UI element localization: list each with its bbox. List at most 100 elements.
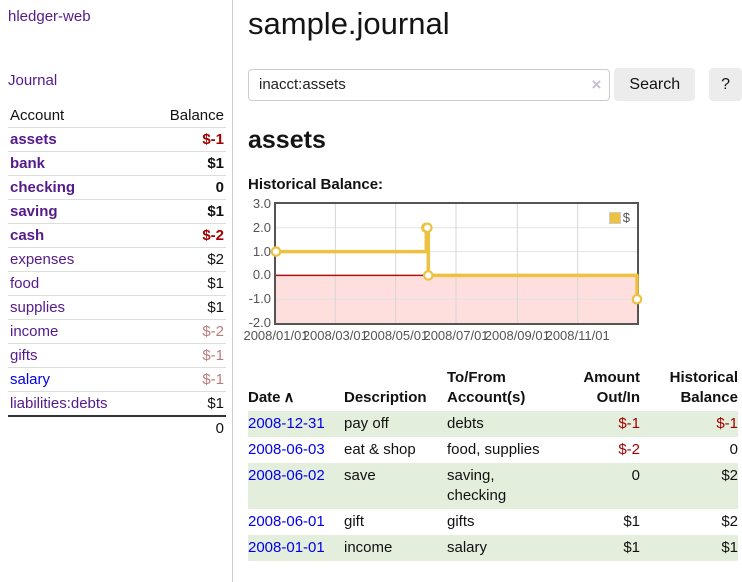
account-column-header: Account — [10, 107, 65, 124]
transaction-description: pay off — [344, 415, 389, 432]
x-axis-tick: 2008/09/01 — [484, 328, 550, 343]
account-link-gifts[interactable]: gifts — [10, 347, 38, 364]
account-link-food[interactable]: food — [10, 275, 40, 292]
account-link-cash[interactable]: cash — [10, 227, 45, 244]
balance-column-header: Balance — [169, 107, 224, 124]
account-row: saving $1 — [8, 199, 226, 224]
register-table: Date ∧ Description To/From Account(s) Amo… — [248, 366, 738, 561]
transaction-amount: $-1 — [618, 415, 640, 432]
x-axis-tick: 2008/03/01 — [302, 328, 368, 343]
account-row: salary $-1 — [8, 367, 226, 392]
transaction-date-link[interactable]: 2008-06-02 — [248, 467, 325, 484]
account-row: expenses $2 — [8, 247, 226, 272]
transaction-description: income — [344, 539, 393, 556]
account-heading: assets — [248, 126, 326, 154]
transaction-row: 2008-12-31 pay off debts $-1 $-1 — [248, 411, 738, 437]
account-link-supplies[interactable]: supplies — [10, 299, 66, 316]
chart-legend: $ — [606, 209, 632, 226]
y-axis-tick: 3.0 — [252, 196, 271, 211]
y-axis-tick: 1.0 — [252, 243, 271, 259]
amount-column-header: Amount Out/In — [583, 369, 640, 406]
clear-search-icon[interactable]: × — [591, 74, 602, 94]
transaction-accounts: salary — [447, 539, 488, 556]
accounts-table: Account Balance assets $-1 bank $1 check… — [8, 104, 226, 440]
account-balance: 0 — [146, 175, 226, 200]
search-form: × Search ? — [248, 68, 742, 101]
historical-balance-chart: 3.0 2.0 1.0 0.0 -1.0 -2.0 $ 2008/01/01 2… — [243, 197, 742, 348]
legend-label: $ — [622, 210, 630, 225]
account-balance: $1 — [146, 271, 226, 296]
search-input[interactable] — [248, 68, 611, 101]
chart-heading: Historical Balance: — [248, 176, 384, 193]
account-balance: $2 — [146, 247, 226, 272]
search-button[interactable]: Search — [614, 68, 696, 101]
account-balance: $-1 — [146, 367, 226, 392]
account-link-expenses[interactable]: expenses — [10, 251, 75, 268]
x-axis-tick: 2008/05/01 — [363, 328, 429, 343]
x-axis-tick: 2008/01/01 — [243, 328, 309, 343]
transaction-accounts: saving, checking — [447, 467, 507, 504]
account-row: income $-2 — [8, 319, 226, 344]
balance-column-header: Historical Balance — [669, 369, 738, 406]
account-link-income[interactable]: income — [10, 323, 59, 340]
account-balance: $1 — [146, 199, 226, 224]
account-balance: $1 — [146, 391, 226, 416]
transaction-balance: $2 — [721, 467, 738, 484]
page-title: sample.journal — [248, 6, 450, 41]
y-axis-tick: -1.0 — [248, 291, 271, 307]
transaction-row: 2008-01-01 income salary $1 $1 — [248, 535, 738, 561]
x-axis-tick: 2008/11/01 — [545, 328, 610, 343]
sidebar: hledger-web Journal Account Balance asse… — [0, 0, 233, 582]
transaction-date-link[interactable]: 2008-12-31 — [248, 415, 325, 432]
transaction-amount: $1 — [623, 513, 640, 530]
transaction-balance: 0 — [729, 441, 738, 458]
account-balance: $-2 — [146, 223, 226, 248]
account-row: cash $-2 — [8, 223, 226, 248]
account-link-checking[interactable]: checking — [10, 179, 76, 196]
account-balance: $-1 — [146, 343, 226, 368]
transaction-date-link[interactable]: 2008-06-01 — [248, 513, 325, 530]
account-row: supplies $1 — [8, 295, 226, 320]
account-link-liabilities-debts[interactable]: liabilities:debts — [10, 395, 108, 412]
help-button[interactable]: ? — [709, 68, 742, 101]
account-balance: $-2 — [146, 319, 226, 344]
transaction-description: gift — [344, 513, 365, 530]
account-balance: $-1 — [146, 127, 226, 152]
transaction-date-link[interactable]: 2008-06-03 — [248, 441, 325, 458]
account-row: gifts $-1 — [8, 343, 226, 368]
x-axis-tick: 2008/07/01 — [423, 328, 489, 343]
transaction-accounts: debts — [447, 415, 484, 432]
account-link-assets[interactable]: assets — [10, 131, 57, 148]
date-header-label: Date — [248, 389, 281, 406]
account-row: bank $1 — [8, 151, 226, 176]
account-row: food $1 — [8, 271, 226, 296]
transaction-accounts: food, supplies — [447, 441, 540, 458]
account-link-bank[interactable]: bank — [10, 155, 46, 172]
account-balance: $1 — [146, 151, 226, 176]
sidebar-item-journal[interactable]: Journal — [8, 72, 58, 89]
sort-ascending-icon: ∧ — [283, 389, 295, 406]
transaction-row: 2008-06-01 gift gifts $1 $2 — [248, 509, 738, 535]
date-column-header[interactable]: Date ∧ — [248, 366, 344, 411]
transaction-balance: $2 — [721, 513, 738, 530]
legend-swatch-icon — [608, 211, 621, 224]
transaction-row: 2008-06-03 eat & shop food, supplies $-2… — [248, 437, 738, 463]
main-content: sample.journal × Search ? assets Histori… — [243, 0, 742, 561]
transaction-amount: 0 — [631, 467, 640, 484]
account-balance: $1 — [146, 295, 226, 320]
y-axis-tick: -2.0 — [248, 315, 271, 330]
accounts-table-header: Account Balance — [8, 104, 226, 128]
transaction-date-link[interactable]: 2008-01-01 — [248, 539, 325, 556]
register-header-row: Date ∧ Description To/From Account(s) Amo… — [248, 366, 738, 411]
description-column-header: Description — [344, 389, 427, 406]
accounts-total-row: 0 — [8, 415, 226, 440]
chart-plot-area[interactable]: $ — [270, 202, 643, 325]
accounts-total-balance: 0 — [146, 415, 226, 440]
transaction-accounts: gifts — [447, 513, 475, 530]
brand-link[interactable]: hledger-web — [8, 8, 91, 25]
x-axis: 2008/01/01 2008/03/01 2008/05/01 2008/07… — [243, 328, 635, 346]
transaction-amount: $-2 — [618, 441, 640, 458]
account-link-saving[interactable]: saving — [10, 203, 58, 220]
account-link-salary[interactable]: salary — [10, 371, 51, 388]
